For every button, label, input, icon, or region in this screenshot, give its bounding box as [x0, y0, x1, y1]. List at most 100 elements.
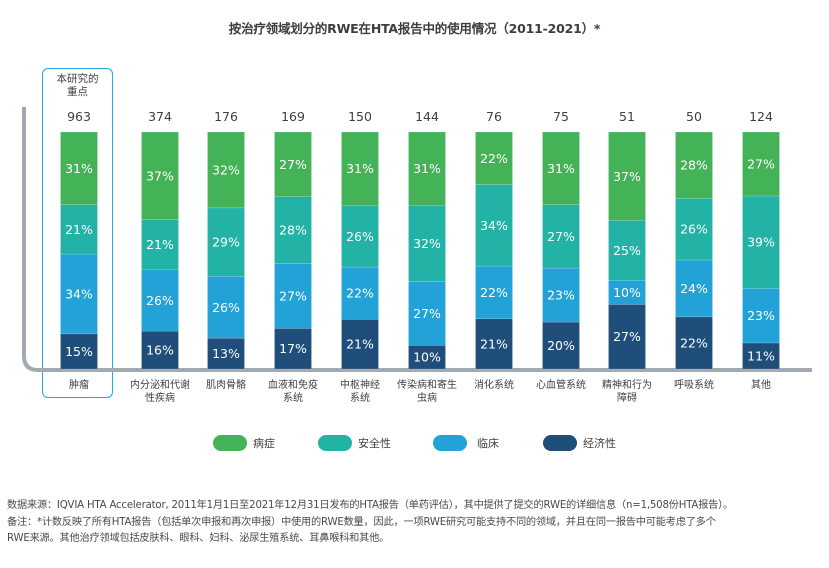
bar-segment-clinical — [408, 281, 446, 346]
bar-total-label: 144 — [415, 109, 439, 124]
bar-total-label: 150 — [348, 109, 372, 124]
bar-value-label: 26% — [346, 229, 374, 244]
focus-label-line2: 重点 — [67, 86, 88, 98]
bar-segment-safety — [542, 204, 580, 269]
x-tick-label: 系统 — [350, 391, 370, 404]
bar-value-label: 11% — [747, 348, 775, 363]
bar-segment-economic — [475, 318, 513, 370]
bar-value-label: 26% — [680, 222, 708, 237]
focus-label-line1: 本研究的 — [56, 73, 99, 85]
legend-swatch-clinical — [433, 435, 467, 451]
bar-value-label: 32% — [212, 162, 240, 177]
bar-value-label: 24% — [680, 281, 708, 296]
bar-total-label: 963 — [67, 109, 91, 124]
bar-value-label: 31% — [346, 161, 374, 176]
bar-value-label: 20% — [547, 338, 575, 353]
bar-value-label: 21% — [146, 237, 174, 252]
legend-label-condition: 病症 — [253, 437, 275, 450]
x-tick-label: 其他 — [751, 378, 771, 391]
bar-segment-clinical — [475, 265, 513, 320]
bar-value-label: 21% — [346, 337, 374, 352]
bar-value-label: 37% — [146, 168, 174, 183]
bar-segment-condition — [475, 131, 513, 185]
bar-segment-condition — [341, 131, 379, 206]
bar-value-label: 22% — [346, 286, 374, 301]
bar-total-label: 169 — [281, 109, 305, 124]
bar-value-label: 22% — [480, 151, 508, 166]
bar-total-label: 176 — [214, 109, 238, 124]
bar-value-label: 27% — [279, 288, 307, 303]
bar-segment-condition — [274, 131, 312, 197]
bar-value-label: 17% — [279, 341, 307, 356]
bar-value-label: 10% — [613, 285, 641, 300]
bar-value-label: 37% — [613, 169, 641, 184]
axis-line — [22, 107, 812, 372]
legend-item-economic: 经济性 — [543, 435, 616, 451]
bar-segment-condition — [542, 131, 580, 206]
bar-total-label: 51 — [619, 109, 635, 124]
bar-value-label: 31% — [547, 161, 575, 176]
bar-value-label: 34% — [480, 218, 508, 233]
legend-label-clinical: 临床 — [477, 437, 499, 450]
footnote-note-cont: RWE来源。其他治疗领域包括皮肤科、眼科、妇科、泌尿生殖系统、耳鼻喉科和其他。 — [7, 533, 390, 544]
bar-total-label: 374 — [148, 109, 172, 124]
bars-group: 15% 34% 21% 31% 16% 26% 21% 37% 13% 26% 29% 32% 17% 2… — [60, 131, 780, 370]
chart-title: 按治疗领域划分的RWE在HTA报告中的使用情况（2011-2021）* — [228, 21, 601, 36]
bar-value-label: 25% — [613, 243, 641, 258]
legend-swatch-condition — [213, 435, 247, 451]
bar-segment-safety — [141, 219, 179, 270]
bar-segment-safety — [742, 195, 780, 289]
bar-value-label: 27% — [413, 306, 441, 321]
x-tick-label: 呼吸系统 — [674, 378, 714, 391]
bar-value-label: 34% — [65, 286, 93, 301]
bar-segment-clinical — [207, 276, 245, 339]
bar-value-label: 10% — [413, 350, 441, 365]
totals-group: 963 374 176 169 150 144 76 75 51 50 124 — [67, 109, 773, 124]
bar-value-label: 28% — [680, 158, 708, 173]
legend-label-safety: 安全性 — [358, 437, 391, 450]
x-tick-label: 内分泌和代谢 — [130, 378, 190, 391]
bar-total-label: 76 — [486, 109, 502, 124]
x-tick-label: 传染病和寄生 — [397, 378, 457, 391]
bar-value-label: 21% — [65, 222, 93, 237]
bar-total-label: 75 — [553, 109, 569, 124]
bar-value-label: 22% — [680, 335, 708, 350]
bar-value-label: 31% — [413, 161, 441, 176]
stacked-bar-chart: 15% 34% 21% 31% 16% 26% 21% 37% 13% 26% 29% 32% 17% 2… — [22, 107, 812, 404]
bar-value-label: 27% — [613, 329, 641, 344]
bar-value-label: 13% — [212, 346, 240, 361]
bar-segment-safety — [408, 205, 446, 282]
bar-segment-clinical — [141, 269, 179, 332]
bar-segment-clinical — [542, 267, 580, 323]
legend-swatch-safety — [318, 435, 352, 451]
x-tick-label: 中枢神经 — [340, 378, 380, 391]
bar-segment-clinical — [675, 259, 713, 318]
legend-swatch-economic — [543, 435, 577, 451]
bar-value-label: 23% — [547, 288, 575, 303]
bar-value-label: 16% — [146, 343, 174, 358]
x-tick-label: 肌肉骨骼 — [206, 378, 246, 391]
footnote-note: 备注：*计数反映了所有HTA报告（包括单次申报和再次申报）中使用的RWE数量，因… — [7, 516, 716, 528]
footnote: 数据来源：IQVIA HTA Accelerator, 2011年1月1日至20… — [7, 498, 822, 548]
x-tick-label: 血液和免疫 — [268, 378, 318, 391]
bar-value-label: 28% — [279, 223, 307, 238]
bar-segment-clinical — [60, 253, 98, 335]
bar-segment-safety — [274, 196, 312, 264]
bar-segment-clinical — [274, 263, 312, 329]
x-tick-label: 性疾病 — [145, 391, 175, 404]
x-tick-label: 障碍 — [617, 391, 637, 404]
bar-value-label: 23% — [747, 308, 775, 323]
bar-segment-condition — [675, 131, 713, 199]
bar-segment-condition — [141, 131, 179, 220]
bar-segment-clinical — [341, 266, 379, 320]
bar-segment-economic — [542, 321, 580, 370]
bar-value-label: 15% — [65, 344, 93, 359]
footnote-source: 数据来源：IQVIA HTA Accelerator, 2011年1月1日至20… — [7, 500, 734, 511]
bar-value-label: 22% — [480, 285, 508, 300]
focus-highlight-box — [42, 68, 113, 398]
bar-value-label: 26% — [146, 293, 174, 308]
bar-segment-safety — [608, 220, 646, 281]
legend-label-economic: 经济性 — [583, 437, 616, 450]
bar-value-label: 26% — [212, 300, 240, 315]
bar-segment-economic — [341, 318, 379, 370]
